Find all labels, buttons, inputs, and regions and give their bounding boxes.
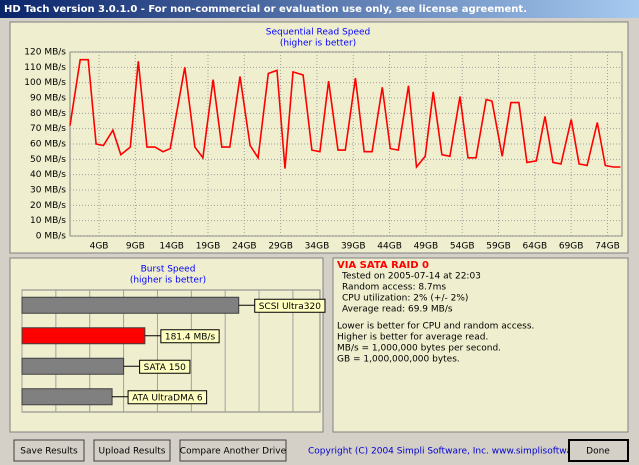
x-tick-label: 39GB — [341, 242, 366, 252]
button-label[interactable]: Upload Results — [99, 447, 166, 457]
bar-label: ATA UltraDMA 6 — [132, 393, 203, 403]
button-face[interactable] — [568, 439, 629, 462]
read-line — [69, 58, 621, 170]
info-panel — [332, 257, 629, 433]
save-button[interactable]: Save Results — [13, 439, 85, 462]
x-tick-label: 29GB — [268, 242, 293, 252]
x-tick-label: 49GB — [414, 242, 439, 252]
burst-bar — [21, 357, 125, 375]
x-tick-label: 24GB — [232, 242, 257, 252]
button-label[interactable]: Done — [586, 447, 610, 457]
x-tick-label: 14GB — [159, 242, 184, 252]
bar-label-box — [127, 390, 208, 405]
y-tick-label: 100 MB/s — [24, 78, 66, 88]
y-tick-label: 110 MB/s — [24, 63, 66, 73]
note-line: MB/s = 1,000,000 bytes per second. — [337, 344, 501, 354]
x-tick-label: 64GB — [523, 242, 548, 252]
read-subtitle: (higher is better) — [280, 39, 356, 49]
bar-label-box — [139, 359, 191, 374]
x-tick-label: 4GB — [90, 242, 109, 252]
x-tick-label: 19GB — [196, 242, 221, 252]
bar-label: SCSI Ultra320 — [259, 302, 322, 312]
result-line: Tested on 2005-07-14 at 22:03 — [341, 272, 481, 282]
y-tick-label: 0 MB/s — [36, 232, 67, 242]
x-tick-label: 59GB — [486, 242, 511, 252]
window-title: HD Tach version 3.0.1.0 - For non-commer… — [4, 4, 527, 15]
result-line: CPU utilization: 2% (+/- 2%) — [342, 294, 468, 304]
bar-label: 181.4 MB/s — [165, 332, 216, 342]
x-tick-label: 54GB — [450, 242, 475, 252]
burst-bar — [21, 327, 146, 345]
button-label[interactable]: Compare Another Drive — [180, 447, 287, 457]
y-tick-label: 60 MB/s — [30, 140, 66, 150]
title-bar — [0, 0, 639, 18]
button-face[interactable] — [179, 439, 287, 462]
burst-subtitle: (higher is better) — [130, 276, 206, 286]
compare-button[interactable]: Compare Another Drive — [179, 439, 287, 462]
y-tick-label: 80 MB/s — [30, 109, 66, 119]
read-title: Sequential Read Speed — [266, 28, 371, 38]
y-tick-label: 90 MB/s — [30, 94, 66, 104]
result-line: Average read: 69.9 MB/s — [342, 305, 453, 315]
drive-name: VIA SATA RAID 0 — [337, 260, 429, 271]
y-tick-label: 50 MB/s — [30, 155, 66, 165]
y-tick-label: 70 MB/s — [30, 124, 66, 134]
x-tick-label: 69GB — [559, 242, 584, 252]
upload-button[interactable]: Upload Results — [93, 439, 171, 462]
x-tick-label: 74GB — [595, 242, 620, 252]
x-tick-label: 44GB — [377, 242, 402, 252]
y-tick-label: 30 MB/s — [30, 186, 66, 196]
burst-title: Burst Speed — [141, 265, 196, 275]
y-tick-label: 10 MB/s — [30, 216, 66, 226]
x-tick-label: 34GB — [305, 242, 330, 252]
note-line: Higher is better for average read. — [337, 333, 488, 343]
result-line: Random access: 8.7ms — [342, 283, 446, 293]
y-tick-label: 40 MB/s — [30, 170, 66, 180]
bar-label-box — [160, 329, 220, 344]
done-button[interactable]: Done — [568, 439, 629, 462]
button-face[interactable] — [93, 439, 171, 462]
y-tick-label: 120 MB/s — [24, 48, 66, 58]
button-face[interactable] — [13, 439, 85, 462]
burst-bar — [21, 388, 113, 406]
note-line: Lower is better for CPU and random acces… — [337, 322, 534, 332]
y-tick-label: 20 MB/s — [30, 201, 66, 211]
bar-label: SATA 150 — [144, 363, 187, 373]
copyright: Copyright (C) 2004 Simpli Software, Inc.… — [308, 447, 603, 457]
note-line: GB = 1,000,000,000 bytes. — [337, 355, 460, 365]
bar-label-box — [254, 298, 326, 313]
button-label[interactable]: Save Results — [20, 447, 78, 457]
x-tick-label: 9GB — [126, 242, 145, 252]
burst-bar — [21, 296, 240, 314]
